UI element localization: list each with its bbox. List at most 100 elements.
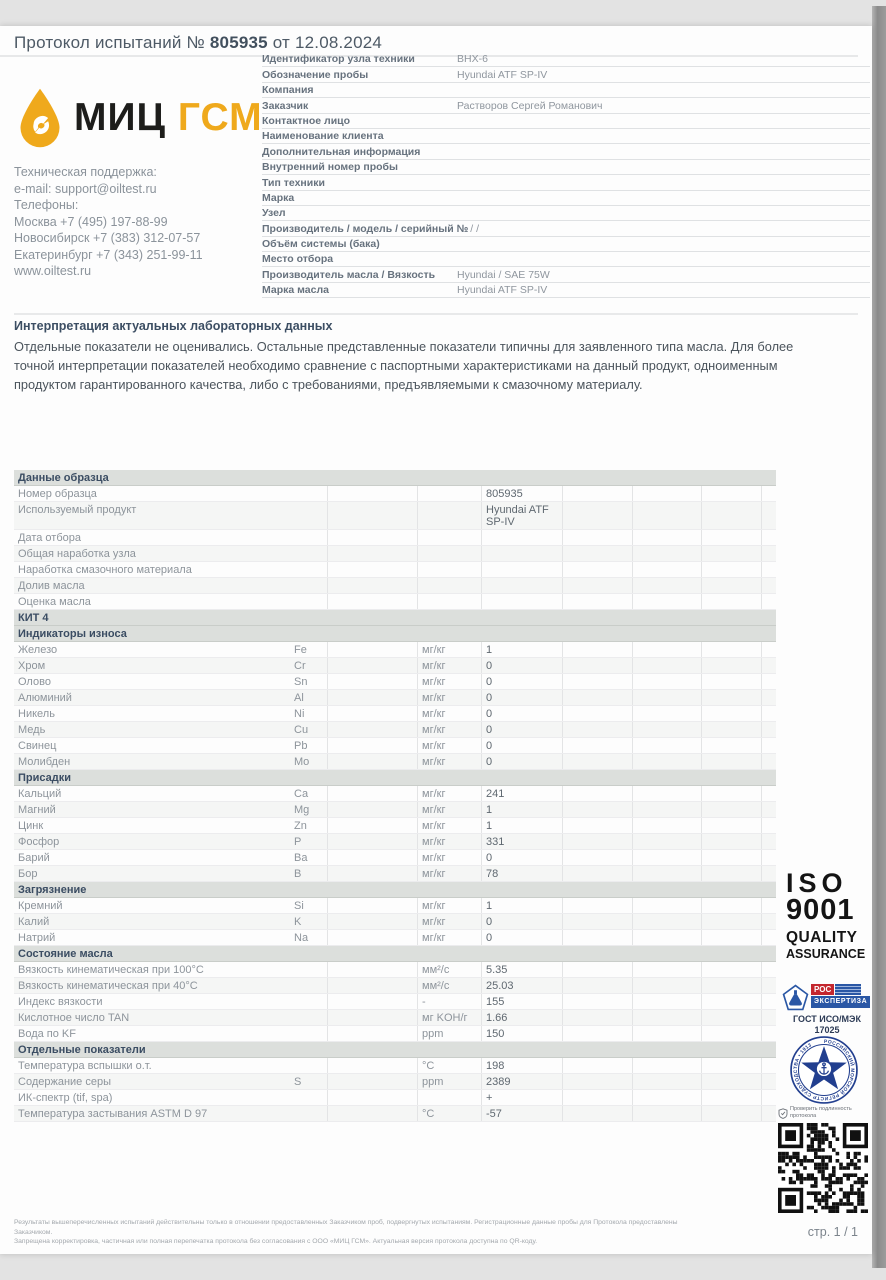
field-label: Производитель / модель / серийный № <box>262 222 469 235</box>
table-cell-val: 0 <box>482 706 563 721</box>
table-cell-val: 1 <box>482 802 563 817</box>
table-cell-name: Кремний <box>18 900 63 912</box>
table-cell-3 <box>328 502 418 529</box>
page-title: Протокол испытаний № 805935 от 12.08.202… <box>14 33 382 53</box>
contact-line: Екатеринбург +7 (343) 251-99-11 <box>14 247 203 262</box>
table-cell-name: Вязкость кинематическая при 100°C <box>18 964 204 976</box>
table-cell-3 <box>328 578 418 593</box>
table-cell-e1 <box>563 486 633 501</box>
table-section-header: Данные образца <box>14 470 776 486</box>
table-cell-unit: мг/кг <box>418 642 482 657</box>
qr-caption: Проверить подлинность протокола <box>790 1106 852 1119</box>
table-cell-e1 <box>563 502 633 529</box>
lab-logo-wordmark: МИЦ ГСМ <box>74 96 263 140</box>
table-cell-e1 <box>563 1074 633 1089</box>
expertiza-label: ЭКСПЕРТИЗА <box>811 996 871 1008</box>
table-cell-e1 <box>563 706 633 721</box>
table-cell-e2 <box>633 546 702 561</box>
table-cell-3 <box>328 786 418 801</box>
table-row: Используемый продукт Hyundai ATF SP-IV <box>14 502 776 530</box>
table-cell-sym: Ba <box>290 850 328 865</box>
table-cell-sym: Fe <box>290 642 328 657</box>
table-cell-val: 241 <box>482 786 563 801</box>
table-cell-name: Калий <box>18 916 50 928</box>
table-cell-sym <box>290 1058 328 1073</box>
table-cell-e2 <box>633 1106 702 1121</box>
table-cell-e3 <box>702 530 762 545</box>
table-cell-sym <box>290 578 328 593</box>
table-row: Хром Cr мг/кг 0 <box>14 658 776 674</box>
table-cell-3 <box>328 642 418 657</box>
table-cell-3 <box>328 722 418 737</box>
table-cell-sym: Ca <box>290 786 328 801</box>
table-cell-e1 <box>563 914 633 929</box>
table-cell-val: 0 <box>482 674 563 689</box>
field-label: Объём системы (бака) <box>262 238 380 251</box>
table-cell-unit: °C <box>418 1106 482 1121</box>
table-cell-e1 <box>563 1106 633 1121</box>
field-value: Hyundai / SAE 75W <box>457 268 550 281</box>
table-cell-e3 <box>702 594 762 609</box>
contact-line: Новосибирск +7 (383) 312-07-57 <box>14 231 201 245</box>
photo-edge <box>872 6 886 1268</box>
field-row: Заказчик Растворов Сергей Романович <box>262 98 870 114</box>
table-cell-sym <box>290 962 328 977</box>
table-cell-val: 5.35 <box>482 962 563 977</box>
table-cell-name: Используемый продукт <box>18 504 137 516</box>
table-cell-e1 <box>563 722 633 737</box>
table-cell-unit <box>418 578 482 593</box>
table-cell-sym: Cr <box>290 658 328 673</box>
table-cell-3 <box>328 1106 418 1121</box>
table-cell-sym <box>290 1090 328 1105</box>
table-cell-unit: мг/кг <box>418 674 482 689</box>
table-cell-sym: B <box>290 866 328 881</box>
field-row: Контактное лицо <box>262 114 870 129</box>
table-cell-unit <box>418 486 482 501</box>
table-cell-val: 2389 <box>482 1074 563 1089</box>
table-row: Магний Mg мг/кг 1 <box>14 802 776 818</box>
table-cell-e1 <box>563 546 633 561</box>
table-cell-e1 <box>563 866 633 881</box>
table-cell-e2 <box>633 578 702 593</box>
page-footer: Результаты вышеперечисленных испытаний д… <box>14 1218 858 1247</box>
table-cell-sym: Mg <box>290 802 328 817</box>
table-row: Кальций Ca мг/кг 241 <box>14 786 776 802</box>
table-cell-sym <box>290 1106 328 1121</box>
table-cell-3 <box>328 690 418 705</box>
table-row: Никель Ni мг/кг 0 <box>14 706 776 722</box>
table-cell-e3 <box>702 834 762 849</box>
table-cell-e3 <box>702 1074 762 1089</box>
field-row: Производитель масла / Вязкость Hyundai / … <box>262 267 870 283</box>
title-prefix: Протокол испытаний № <box>14 33 205 52</box>
table-cell-e1 <box>563 786 633 801</box>
table-cell-e3 <box>702 786 762 801</box>
field-value: ВНХ-6 <box>457 53 488 66</box>
table-cell-e2 <box>633 642 702 657</box>
field-row: Тип техники <box>262 175 870 191</box>
ros-small-text-block <box>835 984 862 995</box>
table-row: Оценка масла <box>14 594 776 610</box>
table-cell-e3 <box>702 994 762 1009</box>
table-cell-val <box>482 578 563 593</box>
table-cell-e2 <box>633 562 702 577</box>
table-cell-val: 0 <box>482 850 563 865</box>
contact-line: Москва +7 (495) 197-88-99 <box>14 214 168 229</box>
field-label: Марка <box>262 191 295 204</box>
table-cell-e1 <box>563 1010 633 1025</box>
flask-pentagon-icon <box>782 984 809 1011</box>
table-cell-e3 <box>702 978 762 993</box>
field-label: Марка масла <box>262 284 329 297</box>
table-cell-e1 <box>563 818 633 833</box>
table-cell-unit: мг/кг <box>418 914 482 929</box>
table-cell-e2 <box>633 866 702 881</box>
table-cell-val <box>482 594 563 609</box>
table-cell-e1 <box>563 962 633 977</box>
table-cell-3 <box>328 706 418 721</box>
table-cell-name: ИК-спектр (tif, spa) <box>18 1092 113 1104</box>
table-cell-sym <box>290 486 328 501</box>
table-cell-e3 <box>702 674 762 689</box>
table-section-header: КИТ 4 <box>14 610 776 626</box>
table-cell-e1 <box>563 754 633 769</box>
